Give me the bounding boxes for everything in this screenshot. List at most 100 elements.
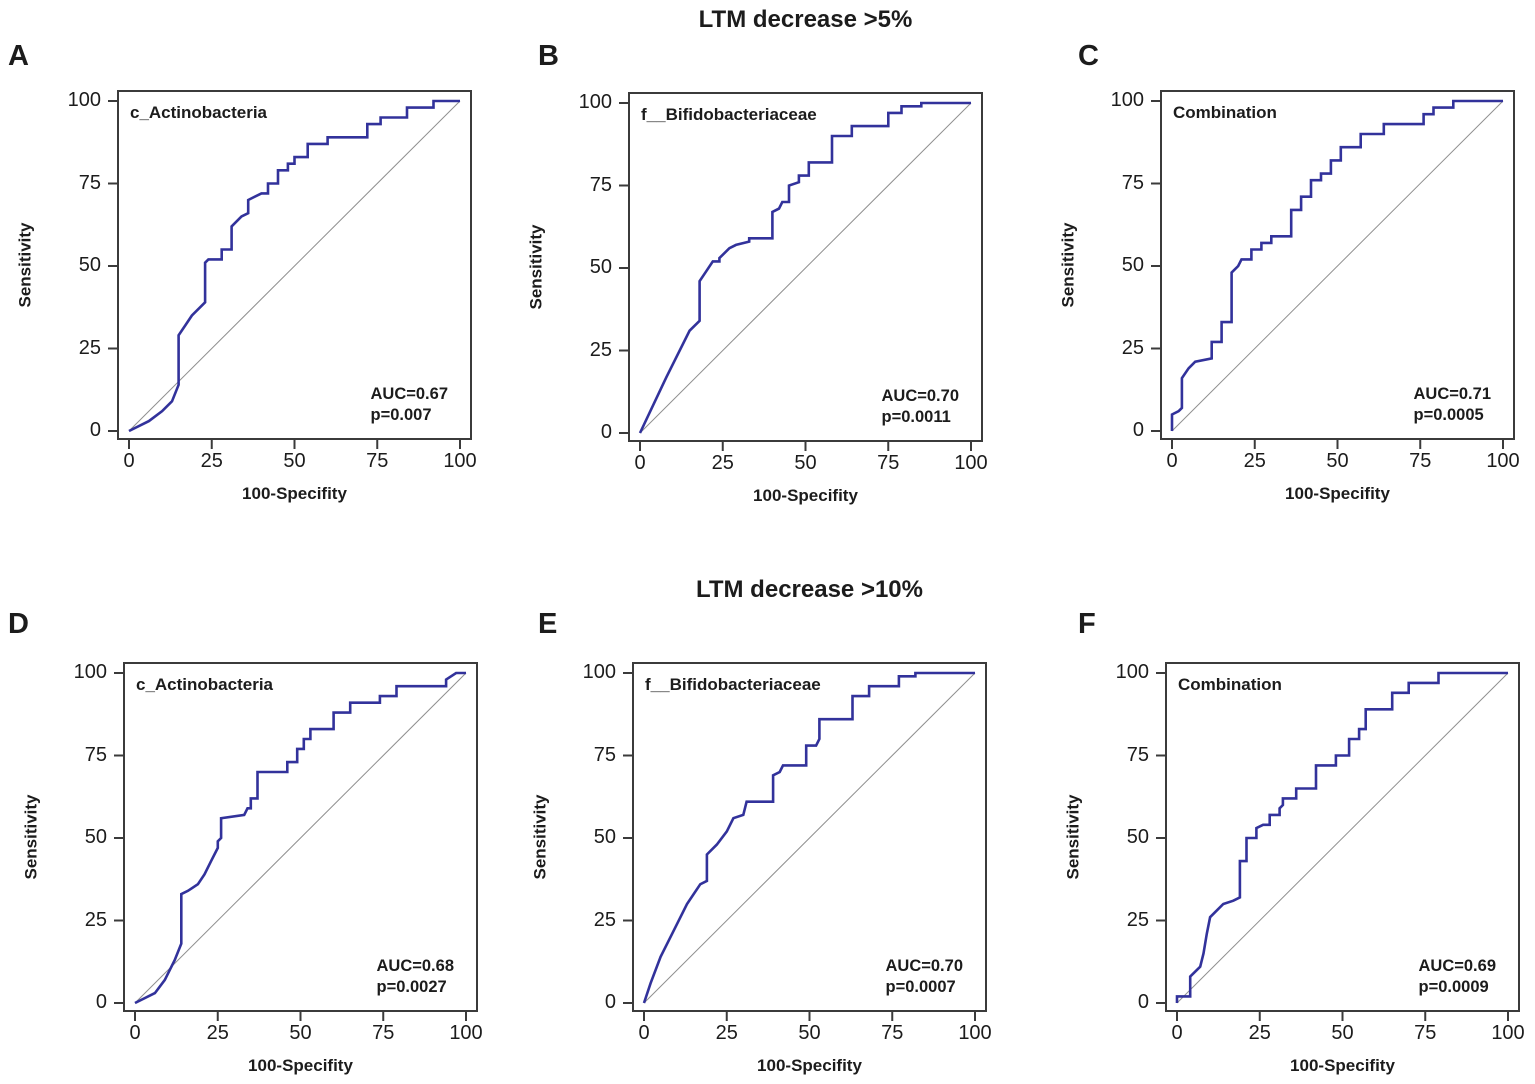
plot-frame bbox=[632, 662, 987, 1012]
p-value-text: p=0.0007 bbox=[885, 978, 956, 996]
plot-frame bbox=[117, 90, 472, 440]
x-tick-label: 0 bbox=[638, 1022, 650, 1044]
x-axis-title: 100-Specifity bbox=[753, 486, 858, 505]
y-tick-label: 50 bbox=[84, 826, 107, 848]
panel-letter: C bbox=[1078, 40, 1099, 72]
x-tick-label: 0 bbox=[1171, 1022, 1183, 1044]
y-axis-title-wrap: Sensitivity bbox=[19, 662, 45, 1012]
x-tick-label: 25 bbox=[1243, 450, 1266, 472]
y-tick-label: 25 bbox=[589, 338, 612, 361]
y-tick-label: 100 bbox=[73, 661, 107, 683]
y-tick-label: 25 bbox=[1126, 908, 1149, 931]
y-tick-label: 0 bbox=[1132, 419, 1144, 441]
x-tick-label: 50 bbox=[1326, 450, 1349, 472]
curve-name-label: c_Actinobacteria bbox=[136, 675, 273, 694]
roc-panel: f__Bifidobacteriaceae AUC=0.70 p=0.0007 … bbox=[531, 661, 992, 1075]
roc-plot-svg bbox=[1156, 662, 1520, 1021]
x-tick-label: 25 bbox=[206, 1022, 229, 1044]
plot-frame bbox=[1165, 662, 1520, 1012]
x-tick-label: 50 bbox=[283, 450, 306, 472]
y-tick-label: 50 bbox=[1126, 826, 1149, 848]
y-axis-title-wrap: Sensitivity bbox=[528, 662, 554, 1012]
y-tick-label: 75 bbox=[84, 743, 107, 766]
y-tick-label: 25 bbox=[593, 908, 616, 931]
p-value-text: p=0.0027 bbox=[376, 978, 447, 996]
y-tick-label: 75 bbox=[593, 743, 616, 766]
y-tick-label: 75 bbox=[1121, 171, 1144, 194]
curve-name-label: Combination bbox=[1178, 675, 1282, 694]
roc-curve bbox=[1175, 671, 1508, 1003]
x-tick-label: 100 bbox=[449, 1022, 483, 1044]
diagonal-reference-line bbox=[1171, 100, 1504, 432]
auc-annotation: AUC=0.69 p=0.0009 bbox=[1419, 956, 1497, 998]
y-axis-title: Sensitivity bbox=[527, 224, 547, 310]
diagonal-reference-line bbox=[639, 102, 972, 434]
y-axis-title-wrap: Sensitivity bbox=[13, 90, 39, 440]
x-tick-label: 100 bbox=[1491, 1022, 1525, 1044]
plot-frame bbox=[1160, 90, 1515, 440]
plot-frame bbox=[628, 92, 983, 442]
row-title-bottom: LTM decrease >10% bbox=[695, 576, 923, 603]
diagonal-reference-line bbox=[134, 672, 467, 1004]
auc-annotation: AUC=0.70 p=0.0007 bbox=[886, 956, 964, 998]
diagonal-reference-line bbox=[643, 672, 976, 1004]
auc-value-text: AUC=0.70 bbox=[885, 957, 964, 975]
curve-name-label: f__Bifidobacteriaceae bbox=[645, 675, 821, 694]
x-tick-label: 75 bbox=[877, 452, 900, 474]
auc-annotation: AUC=0.70 p=0.0011 bbox=[882, 386, 960, 428]
roc-plot-svg bbox=[623, 662, 987, 1021]
x-axis-title: 100-Specifity bbox=[757, 1056, 862, 1075]
roc-panel: Combination AUC=0.71 p=0.0005 100-Specif… bbox=[1059, 89, 1520, 503]
x-tick-label: 25 bbox=[1248, 1022, 1271, 1044]
x-tick-label: 0 bbox=[123, 450, 135, 472]
y-tick-label: 100 bbox=[578, 91, 612, 113]
x-tick-label: 50 bbox=[289, 1022, 312, 1044]
x-tick-label: 100 bbox=[443, 450, 477, 472]
row-title-top: LTM decrease >5% bbox=[698, 6, 913, 33]
x-tick-label: 75 bbox=[1409, 450, 1432, 472]
x-tick-label: 75 bbox=[372, 1022, 395, 1044]
p-value-text: p=0.0011 bbox=[881, 408, 951, 426]
x-tick-label: 75 bbox=[1414, 1022, 1437, 1044]
roc-panel: c_Actinobacteria AUC=0.67 p=0.007 100-Sp… bbox=[16, 89, 477, 503]
y-tick-label: 0 bbox=[600, 421, 612, 443]
y-tick-label: 100 bbox=[582, 661, 616, 683]
y-tick-label: 0 bbox=[89, 419, 101, 441]
x-axis-title: 100-Specifity bbox=[1290, 1056, 1395, 1075]
x-tick-label: 0 bbox=[634, 452, 646, 474]
diagonal-reference-line bbox=[1176, 672, 1509, 1004]
panel-letter: B bbox=[538, 40, 559, 72]
x-axis-title: 100-Specifity bbox=[242, 484, 347, 503]
diagonal-reference-line bbox=[128, 100, 461, 432]
y-tick-label: 50 bbox=[78, 254, 101, 276]
roc-plot-svg bbox=[619, 92, 983, 451]
x-tick-label: 0 bbox=[129, 1022, 141, 1044]
roc-curve bbox=[128, 99, 460, 433]
x-tick-label: 0 bbox=[1166, 450, 1178, 472]
y-axis-title: Sensitivity bbox=[16, 222, 36, 308]
roc-panel: c_Actinobacteria AUC=0.68 p=0.0027 100-S… bbox=[22, 661, 483, 1075]
y-tick-label: 25 bbox=[78, 336, 101, 359]
curve-name-label: Combination bbox=[1173, 103, 1277, 122]
roc-panel: Combination AUC=0.69 p=0.0009 100-Specif… bbox=[1064, 661, 1525, 1075]
panel-letter: E bbox=[538, 608, 558, 640]
y-axis-title-wrap: Sensitivity bbox=[1061, 662, 1087, 1012]
x-tick-label: 100 bbox=[958, 1022, 992, 1044]
roc-curve bbox=[638, 101, 971, 434]
auc-annotation: AUC=0.71 p=0.0005 bbox=[1414, 384, 1492, 426]
y-tick-label: 0 bbox=[604, 991, 616, 1013]
y-tick-label: 0 bbox=[1137, 991, 1149, 1013]
y-axis-title: Sensitivity bbox=[22, 794, 42, 880]
y-tick-label: 50 bbox=[593, 826, 616, 848]
auc-value-text: AUC=0.70 bbox=[881, 387, 960, 405]
x-tick-label: 50 bbox=[798, 1022, 821, 1044]
roc-plot-svg bbox=[108, 90, 472, 449]
p-value-text: p=0.0009 bbox=[1418, 978, 1489, 996]
y-tick-label: 25 bbox=[1121, 336, 1144, 359]
auc-value-text: AUC=0.71 bbox=[1413, 385, 1492, 403]
roc-plot-svg bbox=[1151, 90, 1515, 449]
x-tick-label: 25 bbox=[711, 452, 734, 474]
auc-annotation: AUC=0.67 p=0.007 bbox=[371, 384, 449, 426]
roc-curve bbox=[642, 671, 975, 1004]
